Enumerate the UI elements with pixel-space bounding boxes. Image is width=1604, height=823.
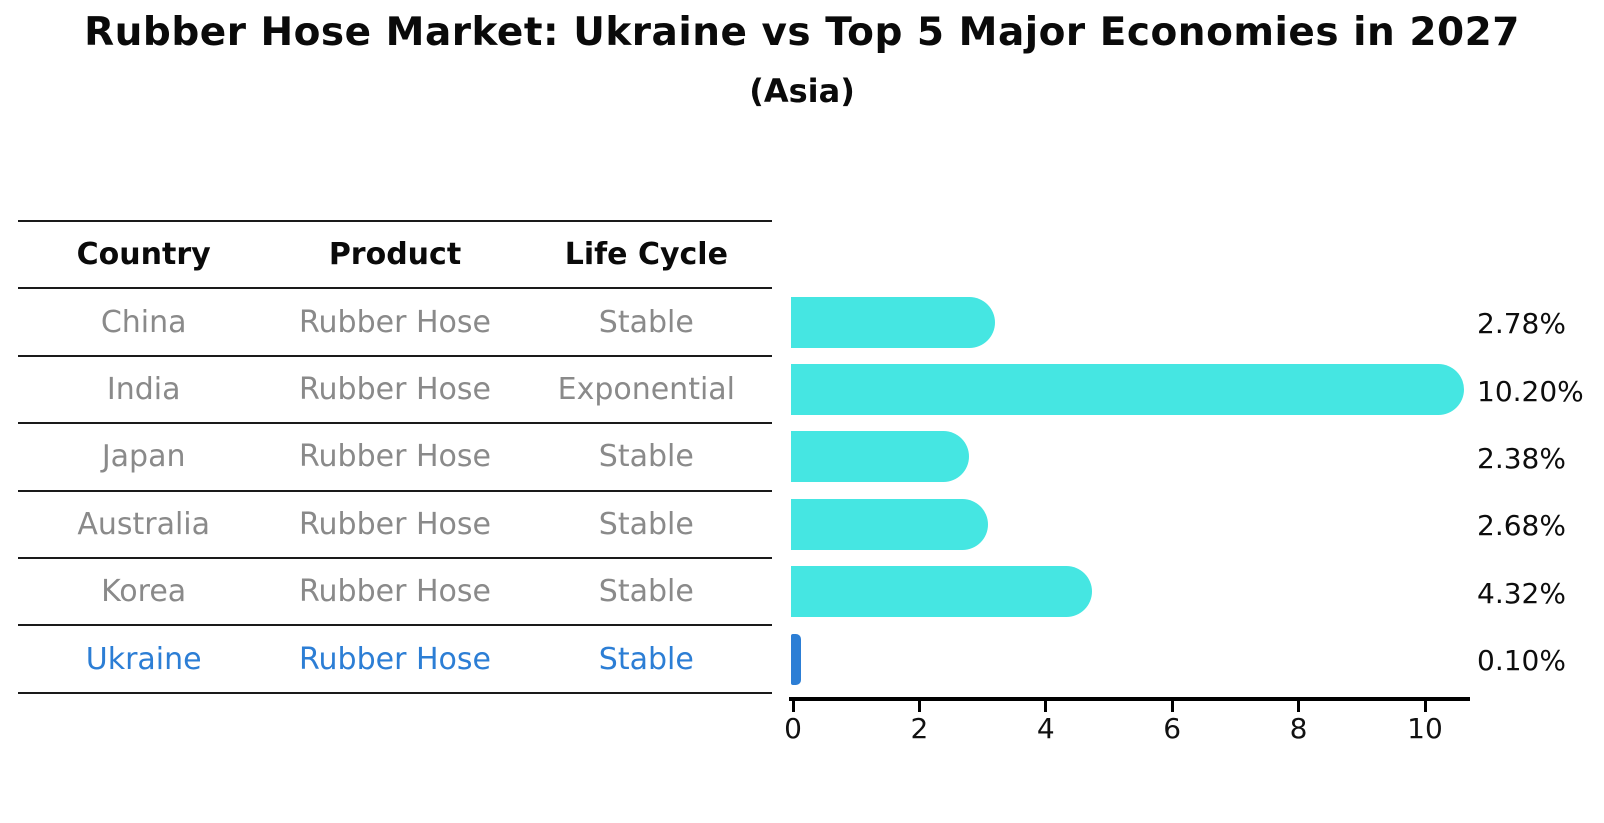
country-cell: Ukraine xyxy=(85,641,202,677)
table-line xyxy=(18,354,772,357)
x-tick xyxy=(1297,701,1301,712)
column-header-product: Product xyxy=(328,237,462,273)
table-row: Australia Rubber Hose Stable xyxy=(18,491,772,558)
lifecycle-cell: Stable xyxy=(598,304,694,340)
x-tick-label: 6 xyxy=(1163,712,1182,745)
lifecycle-cell: Stable xyxy=(598,506,694,542)
product-cell: Rubber Hose xyxy=(299,304,491,340)
x-tick-label: 0 xyxy=(784,712,802,745)
table-line xyxy=(18,489,772,492)
country-cell: Australia xyxy=(77,506,211,542)
column-header-country: Country xyxy=(76,237,211,273)
x-tick-label: 2 xyxy=(910,712,929,745)
lifecycle-cell: Stable xyxy=(598,641,694,677)
chart-title: Rubber Hose Market: Ukraine vs Top 5 Maj… xyxy=(84,10,1520,55)
bar xyxy=(791,566,1093,618)
table-row: Ukraine Rubber Hose Stable xyxy=(18,625,772,692)
country-cell: India xyxy=(106,371,181,407)
lifecycle-cell: Exponential xyxy=(557,371,736,407)
product-cell: Rubber Hose xyxy=(299,574,491,610)
x-tick xyxy=(1044,701,1048,712)
x-tick xyxy=(917,701,921,712)
table-line xyxy=(18,422,772,425)
table-row: Korea Rubber Hose Stable xyxy=(18,558,772,625)
x-tick xyxy=(1170,701,1174,712)
product-cell: Rubber Hose xyxy=(299,641,491,677)
bar xyxy=(791,633,802,685)
x-tick xyxy=(791,701,795,712)
country-cell: Korea xyxy=(101,574,187,610)
table-line xyxy=(18,624,772,627)
table-header-row: Country Product Life Cycle xyxy=(18,221,772,288)
lifecycle-cell: Stable xyxy=(598,574,694,610)
bar-value-label: 2.68% xyxy=(1477,509,1566,543)
table-line xyxy=(18,220,772,222)
x-tick-label: 4 xyxy=(1036,712,1055,745)
table-line xyxy=(18,287,772,290)
product-cell: Rubber Hose xyxy=(299,439,491,475)
x-axis-line xyxy=(789,697,1470,701)
bar-value-label: 10.20% xyxy=(1477,374,1584,408)
country-cell: China xyxy=(100,304,187,340)
product-cell: Rubber Hose xyxy=(299,506,491,542)
chart-subtitle: (Asia) xyxy=(749,72,855,110)
x-tick-label: 8 xyxy=(1289,712,1308,745)
table-line xyxy=(18,691,772,694)
table-row: China Rubber Hose Stable xyxy=(18,288,772,355)
country-cell: Japan xyxy=(101,439,186,475)
x-tick xyxy=(1423,701,1427,712)
bar-value-label: 2.38% xyxy=(1477,441,1566,475)
lifecycle-cell: Stable xyxy=(598,439,694,475)
bar xyxy=(791,364,1464,415)
bar-value-label: 4.32% xyxy=(1477,576,1566,610)
product-cell: Rubber Hose xyxy=(299,371,491,407)
bar-value-label: 2.78% xyxy=(1477,307,1566,341)
table-line xyxy=(18,557,772,559)
bar xyxy=(791,431,970,483)
table-row: India Rubber Hose Exponential xyxy=(18,356,772,423)
x-tick-label: 10 xyxy=(1407,712,1443,745)
bar-value-label: 0.10% xyxy=(1477,644,1566,678)
column-header-lifecycle: Life Cycle xyxy=(564,237,728,273)
bar xyxy=(791,498,989,550)
table-row: Japan Rubber Hose Stable xyxy=(18,423,772,490)
bar xyxy=(791,296,995,348)
